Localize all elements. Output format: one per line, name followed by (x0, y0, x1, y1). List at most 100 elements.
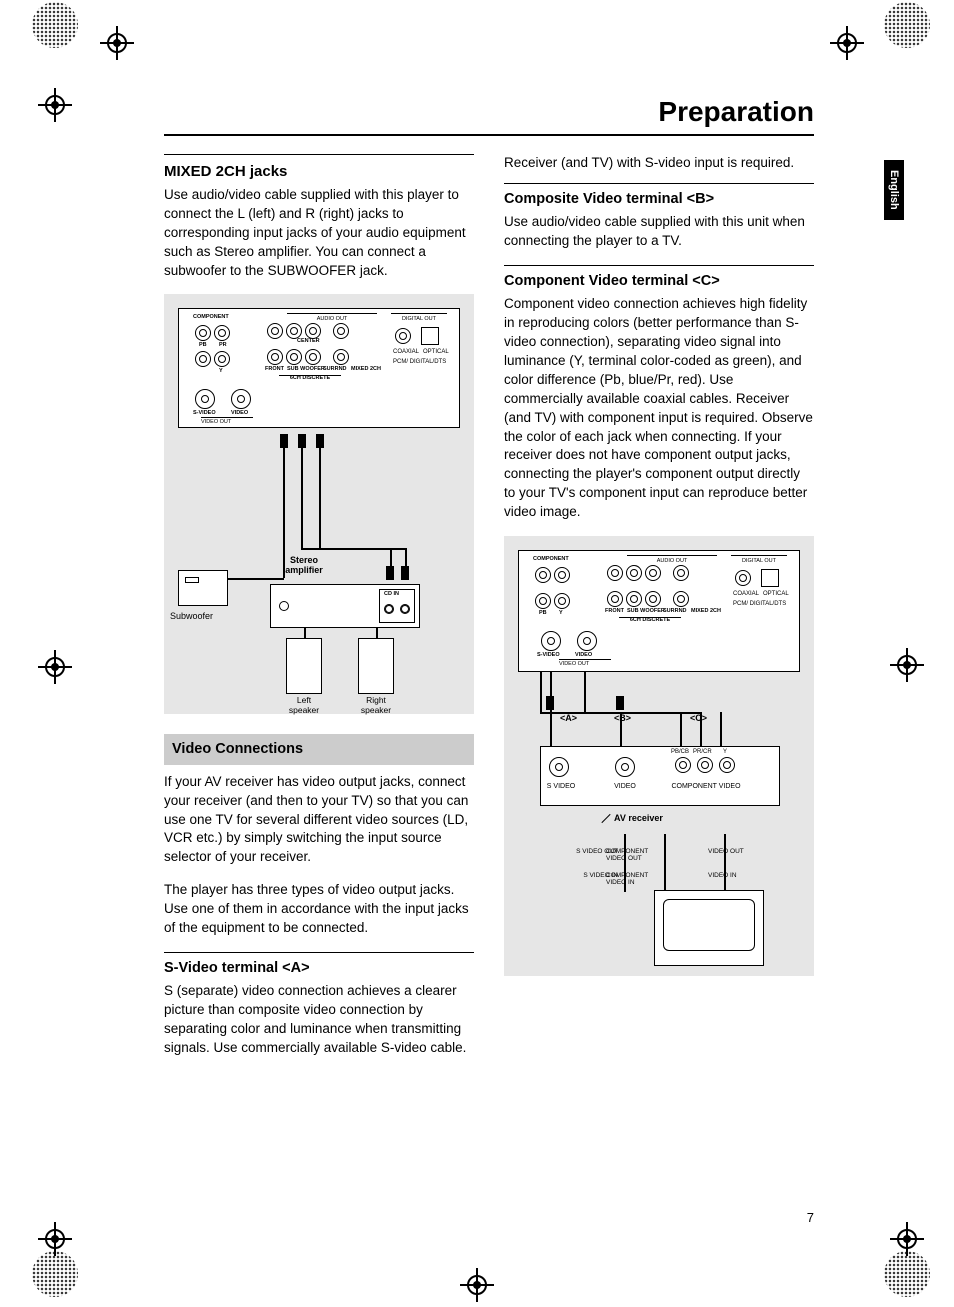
tv-box (654, 890, 764, 966)
jack-icon (673, 591, 689, 607)
video-label: VIDEO (231, 411, 248, 417)
port-icon (185, 577, 199, 583)
jack-icon (305, 323, 321, 339)
cable-line (724, 834, 726, 892)
jack-icon (214, 351, 230, 367)
component-label: COMPONENT (193, 315, 229, 321)
jack-icon (286, 323, 302, 339)
knob-icon (279, 601, 289, 611)
left-column: MIXED 2CH jacks Use audio/video cable su… (164, 154, 474, 1072)
pointer-line (601, 814, 610, 823)
video-out-label: VIDEO OUT (559, 659, 611, 669)
optical-label: OPTICAL (423, 349, 449, 355)
diagram-video-connections: AUDIO OUT DIGITAL OUT COMPONENT PB Y (504, 536, 814, 976)
cable-line (720, 712, 722, 746)
component-body: Component video connection achieves high… (504, 295, 814, 522)
recv-svideo-label: S VIDEO (543, 783, 579, 790)
svideo-heading: S-Video terminal <A> (164, 952, 474, 978)
stereo-amplifier-box: CD IN (270, 584, 420, 628)
optical-jack-icon (761, 569, 779, 587)
page-number: 7 (807, 1210, 814, 1225)
jack-icon (395, 328, 411, 344)
corner-pattern (884, 2, 930, 48)
registration-mark-icon (890, 648, 924, 682)
subwoofer-label: SUB WOOFER (627, 609, 665, 615)
jack-icon (384, 604, 394, 614)
pb-label: PB (199, 343, 207, 349)
plug-icon (616, 696, 624, 710)
jack-icon (645, 565, 661, 581)
pcm-dts-label: PCM/ DIGITAL/DTS (733, 601, 786, 607)
comp-video-out-label: COMPONENT VIDEO OUT (606, 848, 666, 862)
jack-icon (400, 604, 410, 614)
pr-label: PR (219, 343, 227, 349)
tag-b: <B> (614, 712, 631, 725)
diagram-mixed-2ch: AUDIO OUT DIGITAL OUT COMPONENT PB PR Y (164, 294, 474, 714)
registration-mark-icon (830, 26, 864, 60)
jack-icon (719, 757, 735, 773)
jack-icon (735, 570, 751, 586)
component-label: COMPONENT (533, 557, 569, 563)
jack-icon (535, 567, 551, 583)
optical-jack-icon (421, 327, 439, 345)
optical-label: OPTICAL (763, 591, 789, 597)
video-connections-p2: The player has three types of video outp… (164, 881, 474, 938)
plug-icon (280, 434, 288, 448)
pb-label: PB (539, 611, 547, 617)
cable-line (405, 548, 407, 568)
right-speaker-label: Right speaker (356, 696, 396, 715)
video-jack-icon (615, 757, 635, 777)
plug-icon (316, 434, 324, 448)
plug-icon (546, 696, 554, 710)
right-column: Receiver (and TV) with S-video input is … (504, 154, 814, 1072)
jack-icon (195, 351, 211, 367)
mixed-2ch-body: Use audio/video cable supplied with this… (164, 186, 474, 280)
jack-icon (626, 591, 642, 607)
mixed2ch-label: MIXED 2CH (691, 609, 721, 615)
pb-cb-label: PB/CB (671, 749, 689, 755)
jack-icon (673, 565, 689, 581)
video-out-label: VIDEO OUT (708, 848, 748, 855)
tv-screen-icon (663, 899, 755, 951)
cable-line (390, 548, 392, 568)
front-label: FRONT (605, 609, 624, 615)
component-heading: Component Video terminal <C> (504, 265, 814, 291)
center-label: CENTER (297, 339, 320, 345)
jack-icon (675, 757, 691, 773)
surrnd-label: SURRND (663, 609, 687, 615)
jack-icon (554, 593, 570, 609)
jack-icon (333, 323, 349, 339)
jack-icon (626, 565, 642, 581)
svideo-label: S-VIDEO (193, 411, 216, 417)
left-speaker-label: Left speaker (284, 696, 324, 715)
stereo-amplifier-label: Stereo amplifier (274, 556, 334, 576)
cable-line (301, 448, 303, 548)
player-rear-panel-2: AUDIO OUT DIGITAL OUT COMPONENT PB Y (518, 550, 800, 672)
jack-icon (535, 593, 551, 609)
subwoofer-label: SUB WOOFER (287, 367, 325, 373)
jack-icon (607, 591, 623, 607)
tag-c: <C> (690, 712, 707, 725)
mixed-2ch-heading: MIXED 2CH jacks (164, 154, 474, 182)
jack-icon (554, 567, 570, 583)
plug-icon (386, 566, 394, 580)
front-label: FRONT (265, 367, 284, 373)
cable-line (319, 448, 321, 548)
av-receiver-box: PB/CB PR/CR Y S VIDEO VIDEO COMPONENT VI… (540, 746, 780, 806)
coaxial-label: COAXIAL (393, 349, 419, 355)
cable-line (540, 672, 542, 712)
jack-icon (286, 349, 302, 365)
jack-icon (333, 349, 349, 365)
svideo-continuation: Receiver (and TV) with S-video input is … (504, 154, 814, 173)
surrnd-label: SURRND (323, 367, 347, 373)
jack-icon (697, 757, 713, 773)
jack-icon (214, 325, 230, 341)
registration-mark-icon (100, 26, 134, 60)
mixed2ch-label: MIXED 2CH (351, 367, 381, 373)
recv-video-label: VIDEO (607, 783, 643, 790)
cable-line (680, 712, 682, 746)
corner-pattern (32, 1251, 78, 1297)
registration-mark-icon (890, 1222, 924, 1256)
video-connections-heading: Video Connections (164, 734, 474, 764)
jack-icon (607, 565, 623, 581)
